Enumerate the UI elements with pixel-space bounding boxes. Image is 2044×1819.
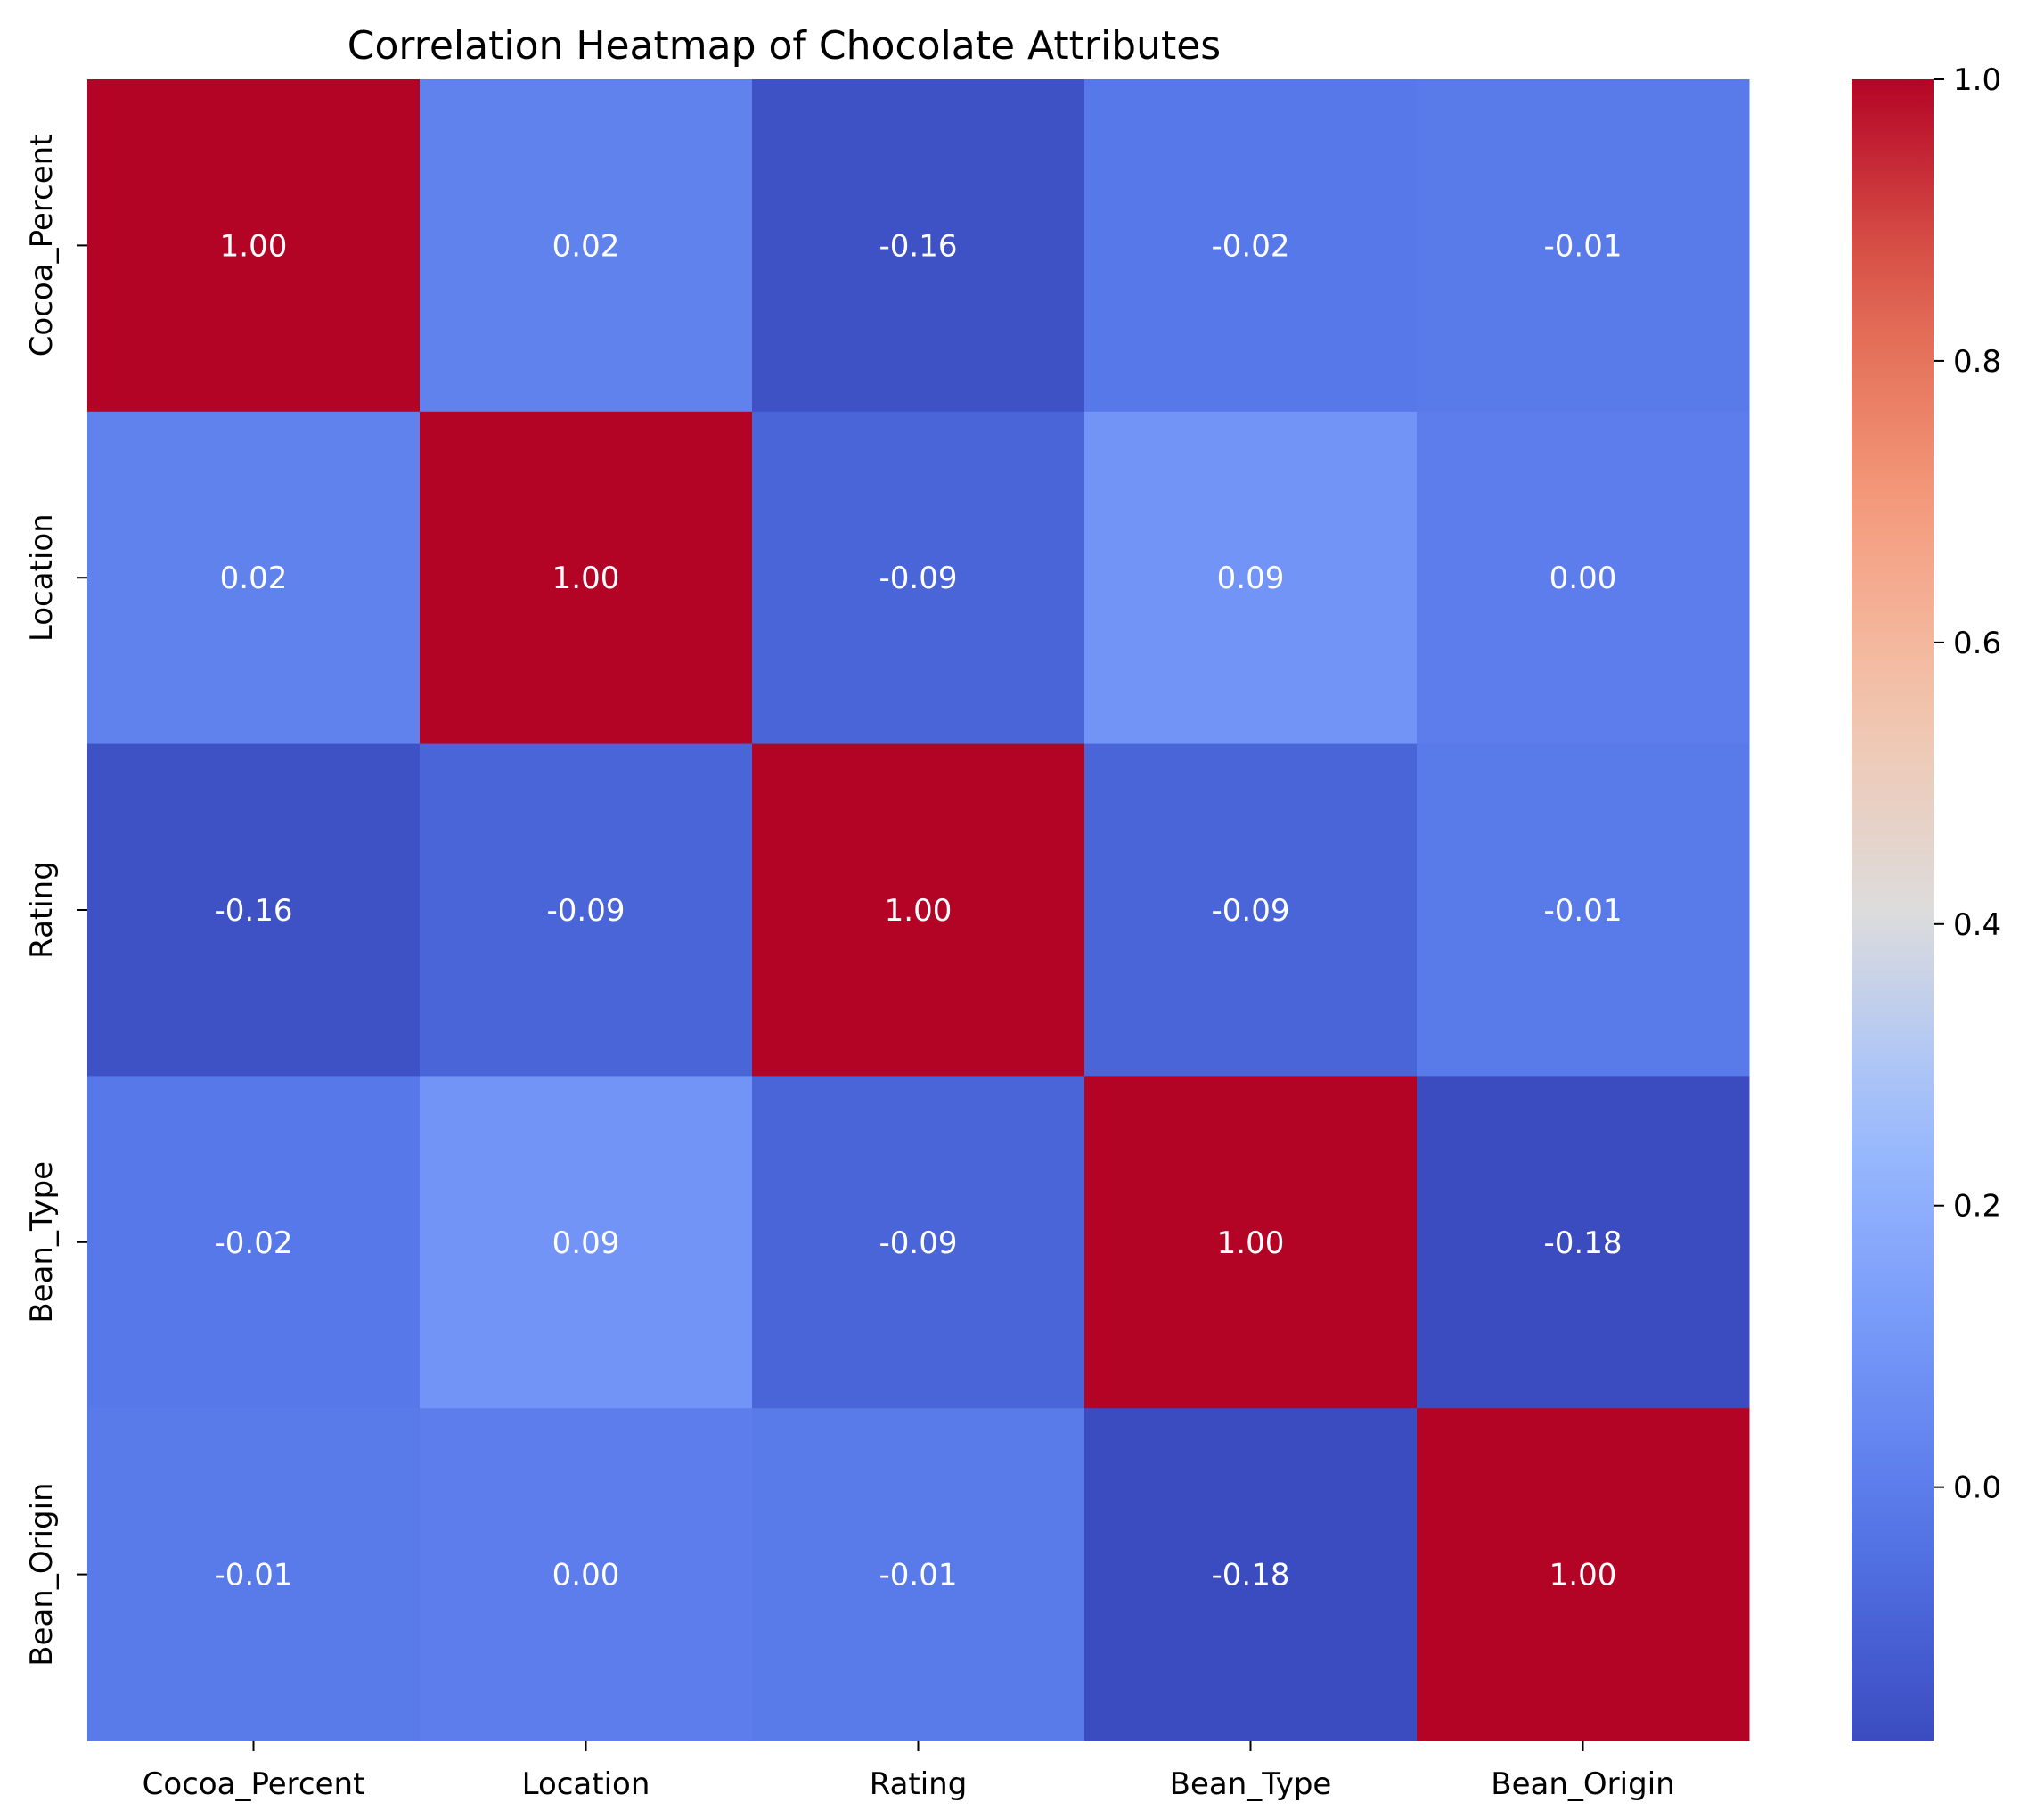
heatmap-grid: 1.00 0.02 -0.16 -0.02 -0.01 0.02 1.00 -0.09 0.09… — [87, 79, 1750, 1741]
x-tick-label: Rating — [870, 1766, 968, 1802]
cell-value-label: -0.16 — [879, 228, 958, 264]
heatmap-cell — [420, 411, 753, 745]
colorbar-tick-label: 1.0 — [1953, 62, 2001, 98]
heatmap-cell — [752, 743, 1085, 1077]
heatmap-cell — [1417, 743, 1750, 1077]
cell-value-label: -0.01 — [215, 1558, 293, 1594]
heatmap-cell — [752, 1408, 1085, 1741]
heatmap-cell — [1417, 79, 1750, 413]
y-tick-label: Cocoa_Percent — [24, 134, 60, 356]
cell-value-label: -0.02 — [1212, 228, 1290, 264]
cell-value-label: -0.01 — [1544, 893, 1623, 929]
heatmap-cell — [1084, 1076, 1418, 1409]
cell-value-label: 0.02 — [552, 228, 620, 264]
x-tick-label: Location — [522, 1766, 650, 1802]
cell-value-label: 1.00 — [885, 893, 953, 929]
chart-title: Correlation Heatmap of Chocolate Attribu… — [347, 23, 1221, 69]
cell-value-label: 1.00 — [1217, 1225, 1285, 1261]
heatmap-cell — [1417, 411, 1750, 745]
x-axis: Cocoa_Percent Location Rating Bean_Type Bean… — [143, 1741, 1675, 1802]
heatmap-cell — [1084, 411, 1418, 745]
heatmap-cell — [87, 743, 421, 1077]
heatmap-cell — [87, 411, 421, 745]
heatmap-cell — [752, 411, 1085, 745]
cell-value-label: 0.02 — [220, 561, 288, 596]
heatmap-cell — [87, 1076, 421, 1409]
x-tick-label: Bean_Type — [1170, 1766, 1332, 1802]
cell-value-label: 1.00 — [1549, 1558, 1617, 1594]
heatmap-cell — [1084, 743, 1418, 1077]
heatmap-cell — [420, 743, 753, 1077]
cell-value-label: 0.09 — [552, 1225, 620, 1261]
colorbar-gradient — [1852, 79, 1934, 1741]
cell-value-label: -0.09 — [879, 1225, 958, 1261]
cell-value-label: 0.00 — [1549, 561, 1617, 596]
heatmap-cell — [87, 79, 421, 413]
heatmap-cell — [420, 1076, 753, 1409]
heatmap-cell — [1417, 1408, 1750, 1741]
heatmap-cell — [87, 1408, 421, 1741]
y-axis: Cocoa_Percent Location Rating Bean_Type Bean… — [24, 134, 87, 1667]
cell-value-label: -0.18 — [1212, 1558, 1290, 1594]
cell-value-label: 1.00 — [552, 561, 620, 596]
y-tick-label: Location — [24, 513, 60, 642]
cell-value-label: -0.01 — [1544, 228, 1623, 264]
colorbar-tick-label: 0.4 — [1953, 907, 2001, 943]
cell-value-label: 1.00 — [220, 228, 288, 264]
colorbar-tick-label: 0.8 — [1953, 344, 2001, 380]
y-tick-label: Rating — [24, 861, 60, 959]
cell-value-label: -0.02 — [215, 1225, 293, 1261]
heatmap-cell — [420, 79, 753, 413]
cell-value-label: -0.09 — [547, 893, 625, 929]
cell-value-label: -0.18 — [1544, 1225, 1623, 1261]
y-tick-label: Bean_Origin — [24, 1482, 60, 1666]
heatmap-cell — [1084, 79, 1418, 413]
colorbar-tick-label: 0.6 — [1953, 626, 2001, 661]
y-tick-label: Bean_Type — [24, 1161, 60, 1323]
cell-value-label: 0.00 — [552, 1558, 620, 1594]
cell-value-label: 0.09 — [1217, 561, 1285, 596]
heatmap-cell — [420, 1408, 753, 1741]
colorbar: 0.0 0.2 0.4 0.6 0.8 1.0 — [1852, 62, 2001, 1741]
heatmap-cell — [1084, 1408, 1418, 1741]
x-tick-label: Bean_Origin — [1491, 1766, 1674, 1802]
heatmap-cell — [752, 79, 1085, 413]
cell-value-label: -0.16 — [215, 893, 293, 929]
cell-value-label: -0.09 — [879, 561, 958, 596]
colorbar-tick-label: 0.2 — [1953, 1189, 2001, 1225]
x-tick-label: Cocoa_Percent — [143, 1766, 365, 1802]
cell-value-label: -0.09 — [1212, 893, 1290, 929]
colorbar-tick-label: 0.0 — [1953, 1471, 2001, 1506]
heatmap-cell — [1417, 1076, 1750, 1409]
heatmap-cell — [752, 1076, 1085, 1409]
cell-value-label: -0.01 — [879, 1558, 958, 1594]
